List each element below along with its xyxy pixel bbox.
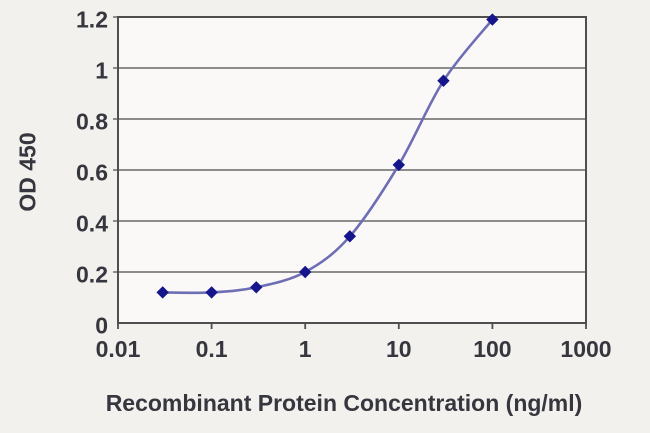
x-tick-label-1000: 1000 xyxy=(560,336,612,362)
plot-border xyxy=(117,16,587,324)
y-axis-title: OD 450 xyxy=(14,132,41,212)
y-tick-label-0.4: 0.4 xyxy=(76,210,108,237)
data-point-marker-6 xyxy=(437,74,450,87)
data-point-marker-1 xyxy=(205,286,218,299)
data-point-marker-2 xyxy=(250,281,263,294)
data-point-marker-3 xyxy=(298,265,312,279)
data-point-marker-0 xyxy=(156,286,169,299)
y-tick-label-0.2: 0.2 xyxy=(76,261,108,288)
data-point-marker-5 xyxy=(392,158,406,172)
x-tick-label-10: 10 xyxy=(386,336,412,362)
x-tick-label-100: 100 xyxy=(473,336,512,362)
x-tick-label-0.01: 0.01 xyxy=(95,336,141,362)
data-point-marker-7 xyxy=(486,13,499,26)
y-tick-label-1.2: 1.2 xyxy=(76,6,108,33)
x-tick-label-0.1: 0.1 xyxy=(195,336,228,362)
data-point-marker-4 xyxy=(343,230,357,243)
y-tick-label-0: 0 xyxy=(95,312,108,339)
y-tick-label-1: 1 xyxy=(95,57,108,84)
y-tick-label-0.6: 0.6 xyxy=(76,159,108,186)
x-axis-title: Recombinant Protein Concentration (ng/ml… xyxy=(105,390,583,416)
x-tick-label-1: 1 xyxy=(298,336,312,362)
y-tick-label-0.8: 0.8 xyxy=(76,108,108,135)
